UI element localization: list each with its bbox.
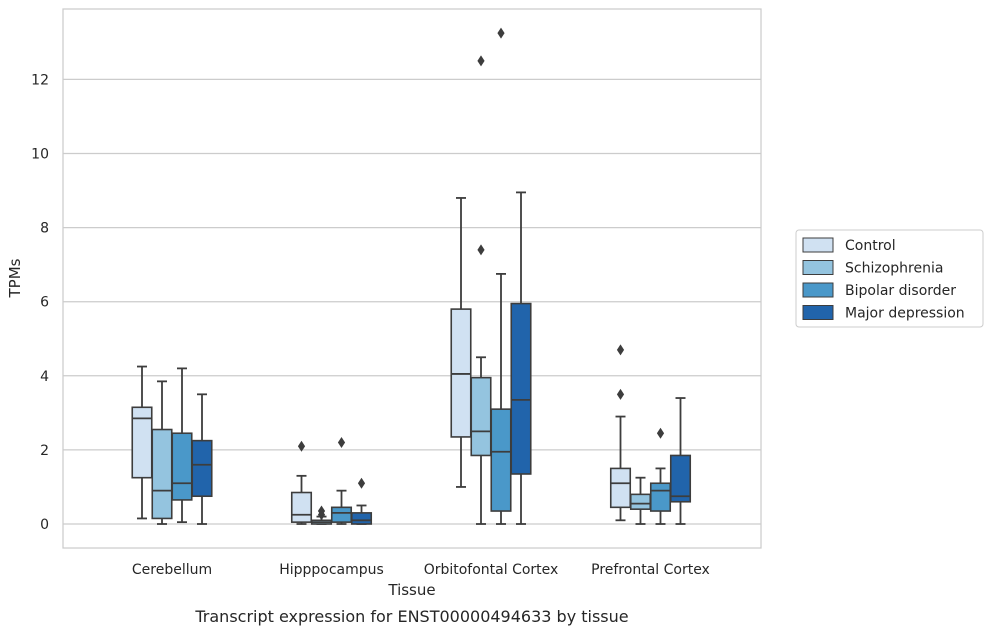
box-iqr xyxy=(290,491,313,523)
box-iqr xyxy=(171,432,193,501)
box-iqr xyxy=(191,439,213,498)
box-iqr xyxy=(330,506,353,523)
y-axis-ticks: 0 2 4 6 8 10 12 xyxy=(31,72,49,533)
y-tick-label: 2 xyxy=(40,443,49,459)
outlier-point xyxy=(616,344,625,356)
legend-label: Schizophrenia xyxy=(845,261,943,277)
box-iqr xyxy=(609,467,632,509)
box-iqr xyxy=(350,512,373,525)
box-schizophrenia xyxy=(470,55,492,525)
outlier-point xyxy=(477,244,485,256)
box-iqr xyxy=(649,482,672,512)
x-tick-label: Cerebellum xyxy=(132,562,212,578)
legend-label: Bipolar disorder xyxy=(845,283,956,299)
x-axis-label: Tissue xyxy=(387,581,435,599)
box-iqr xyxy=(490,408,512,512)
outlier-point xyxy=(317,505,326,517)
box-schizophrenia xyxy=(310,505,333,525)
box-bipolar-disorder xyxy=(649,427,672,525)
outlier-point xyxy=(616,388,625,400)
outlier-point xyxy=(497,27,505,39)
x-axis-ticks: Cerebellum Hipppocampus Orbitofontal Corte… xyxy=(132,562,710,578)
outlier-point xyxy=(477,55,485,67)
box-major-depression xyxy=(510,191,532,525)
box-iqr xyxy=(151,428,173,520)
box-bipolar-disorder xyxy=(330,436,353,525)
box-iqr xyxy=(450,308,472,438)
box-schizophrenia xyxy=(629,476,652,525)
legend-label: Control xyxy=(845,238,896,254)
chart-caption: Transcript expression for ENST0000049463… xyxy=(194,607,628,626)
box-series xyxy=(131,27,692,525)
box-control xyxy=(131,365,153,520)
box-iqr xyxy=(629,493,652,510)
box-major-depression xyxy=(350,477,373,525)
y-tick-label: 4 xyxy=(40,369,49,385)
outlier-point xyxy=(357,477,366,489)
outlier-point xyxy=(297,440,306,452)
outlier-point xyxy=(337,436,346,448)
legend-swatch xyxy=(802,260,834,275)
box-iqr xyxy=(470,376,492,457)
box-bipolar-disorder xyxy=(171,367,193,524)
x-tick-label: Orbitofontal Cortex xyxy=(424,562,559,578)
y-tick-label: 12 xyxy=(31,72,49,88)
box-control xyxy=(450,197,472,488)
legend-swatch xyxy=(802,282,834,298)
legend-swatch xyxy=(802,237,834,253)
box-iqr xyxy=(510,302,532,475)
x-tick-label: Prefrontal Cortex xyxy=(591,562,710,578)
box-major-depression xyxy=(191,393,213,525)
legend: Control Schizophrenia Bipolar disorder Majo… xyxy=(795,229,984,328)
box-bipolar-disorder xyxy=(490,27,512,525)
box-major-depression xyxy=(669,397,692,525)
plot-area-frame xyxy=(62,8,762,549)
box-schizophrenia xyxy=(151,380,173,525)
legend-swatch xyxy=(802,305,834,320)
box-control xyxy=(290,440,313,525)
box-iqr xyxy=(669,454,692,503)
y-tick-label: 6 xyxy=(40,295,49,311)
y-tick-label: 10 xyxy=(31,147,49,163)
y-axis-label: TPMs xyxy=(6,258,24,298)
legend-frame xyxy=(795,229,984,328)
box-control xyxy=(609,344,632,522)
y-tick-label: 8 xyxy=(40,221,49,237)
outlier-point xyxy=(656,427,665,439)
legend-label: Major depression xyxy=(845,306,965,322)
y-tick-label: 0 xyxy=(40,517,49,533)
x-tick-label: Hipppocampus xyxy=(279,562,384,578)
